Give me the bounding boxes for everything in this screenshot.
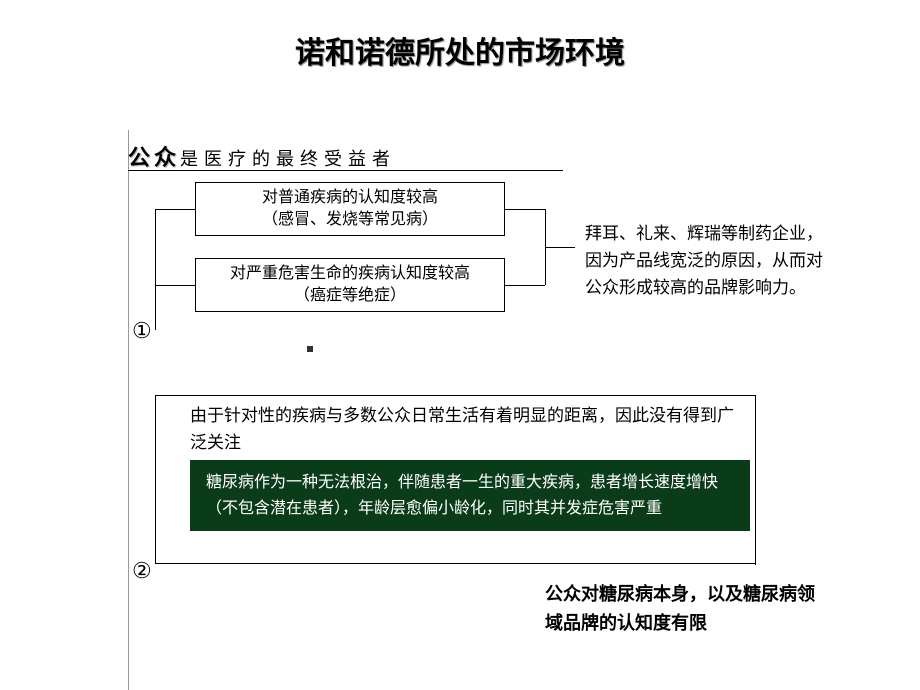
slide-title: 诺和诺德所处的市场环境 — [0, 28, 920, 72]
bracket-mid-out — [545, 247, 575, 248]
section2-right-v — [755, 395, 756, 565]
section1-label-rest: 是医疗的最终受益者 — [180, 149, 396, 169]
section2-bottom-rule — [155, 563, 755, 564]
section2-left-v — [155, 395, 156, 563]
section1-label: 公众是医疗的最终受益者 — [128, 140, 396, 172]
section2-top-rule — [190, 395, 755, 396]
right-note: 拜耳、礼来、辉瑞等制药企业，因为产品线宽泛的原因，从而对公众形成较高的品牌影响力… — [585, 220, 830, 302]
box-severe-disease: 对严重危害生命的疾病认知度较高 （癌症等绝症） — [195, 258, 505, 312]
left-vertical-rule — [128, 130, 129, 690]
bracket-top-h — [505, 209, 545, 210]
left-bracket-drop — [155, 285, 156, 330]
box2-line1: 对严重危害生命的疾病认知度较高 — [230, 263, 470, 285]
left-bracket-v — [155, 209, 156, 285]
section1-rule — [128, 170, 563, 171]
left-bracket-bot-h — [155, 285, 195, 286]
section2-left-top-h — [155, 395, 190, 396]
bottom-conclusion: 公众对糖尿病本身，以及糖尿病领域品牌的认知度有限 — [545, 580, 825, 638]
box1-line2: （感冒、发烧等常见病） — [262, 209, 438, 231]
section1-label-bold: 公众 — [128, 145, 180, 170]
left-bracket-top-h — [155, 209, 195, 210]
center-dot — [307, 346, 313, 352]
box2-line2: （癌症等绝症） — [294, 285, 406, 307]
dark-highlight-box: 糖尿病作为一种无法根治，伴随患者一生的重大疾病，患者增长速度增快（不包含潜在患者… — [190, 460, 750, 531]
box-common-disease: 对普通疾病的认知度较高 （感冒、发烧等常见病） — [195, 182, 505, 236]
circled-1: ① — [132, 318, 152, 344]
circled-2: ② — [132, 558, 152, 584]
section2-intro: 由于针对性的疾病与多数公众日常生活有着明显的距离，因此没有得到广泛关注 — [190, 402, 750, 456]
box1-line1: 对普通疾病的认知度较高 — [262, 187, 438, 209]
bracket-bot-h — [505, 285, 545, 286]
